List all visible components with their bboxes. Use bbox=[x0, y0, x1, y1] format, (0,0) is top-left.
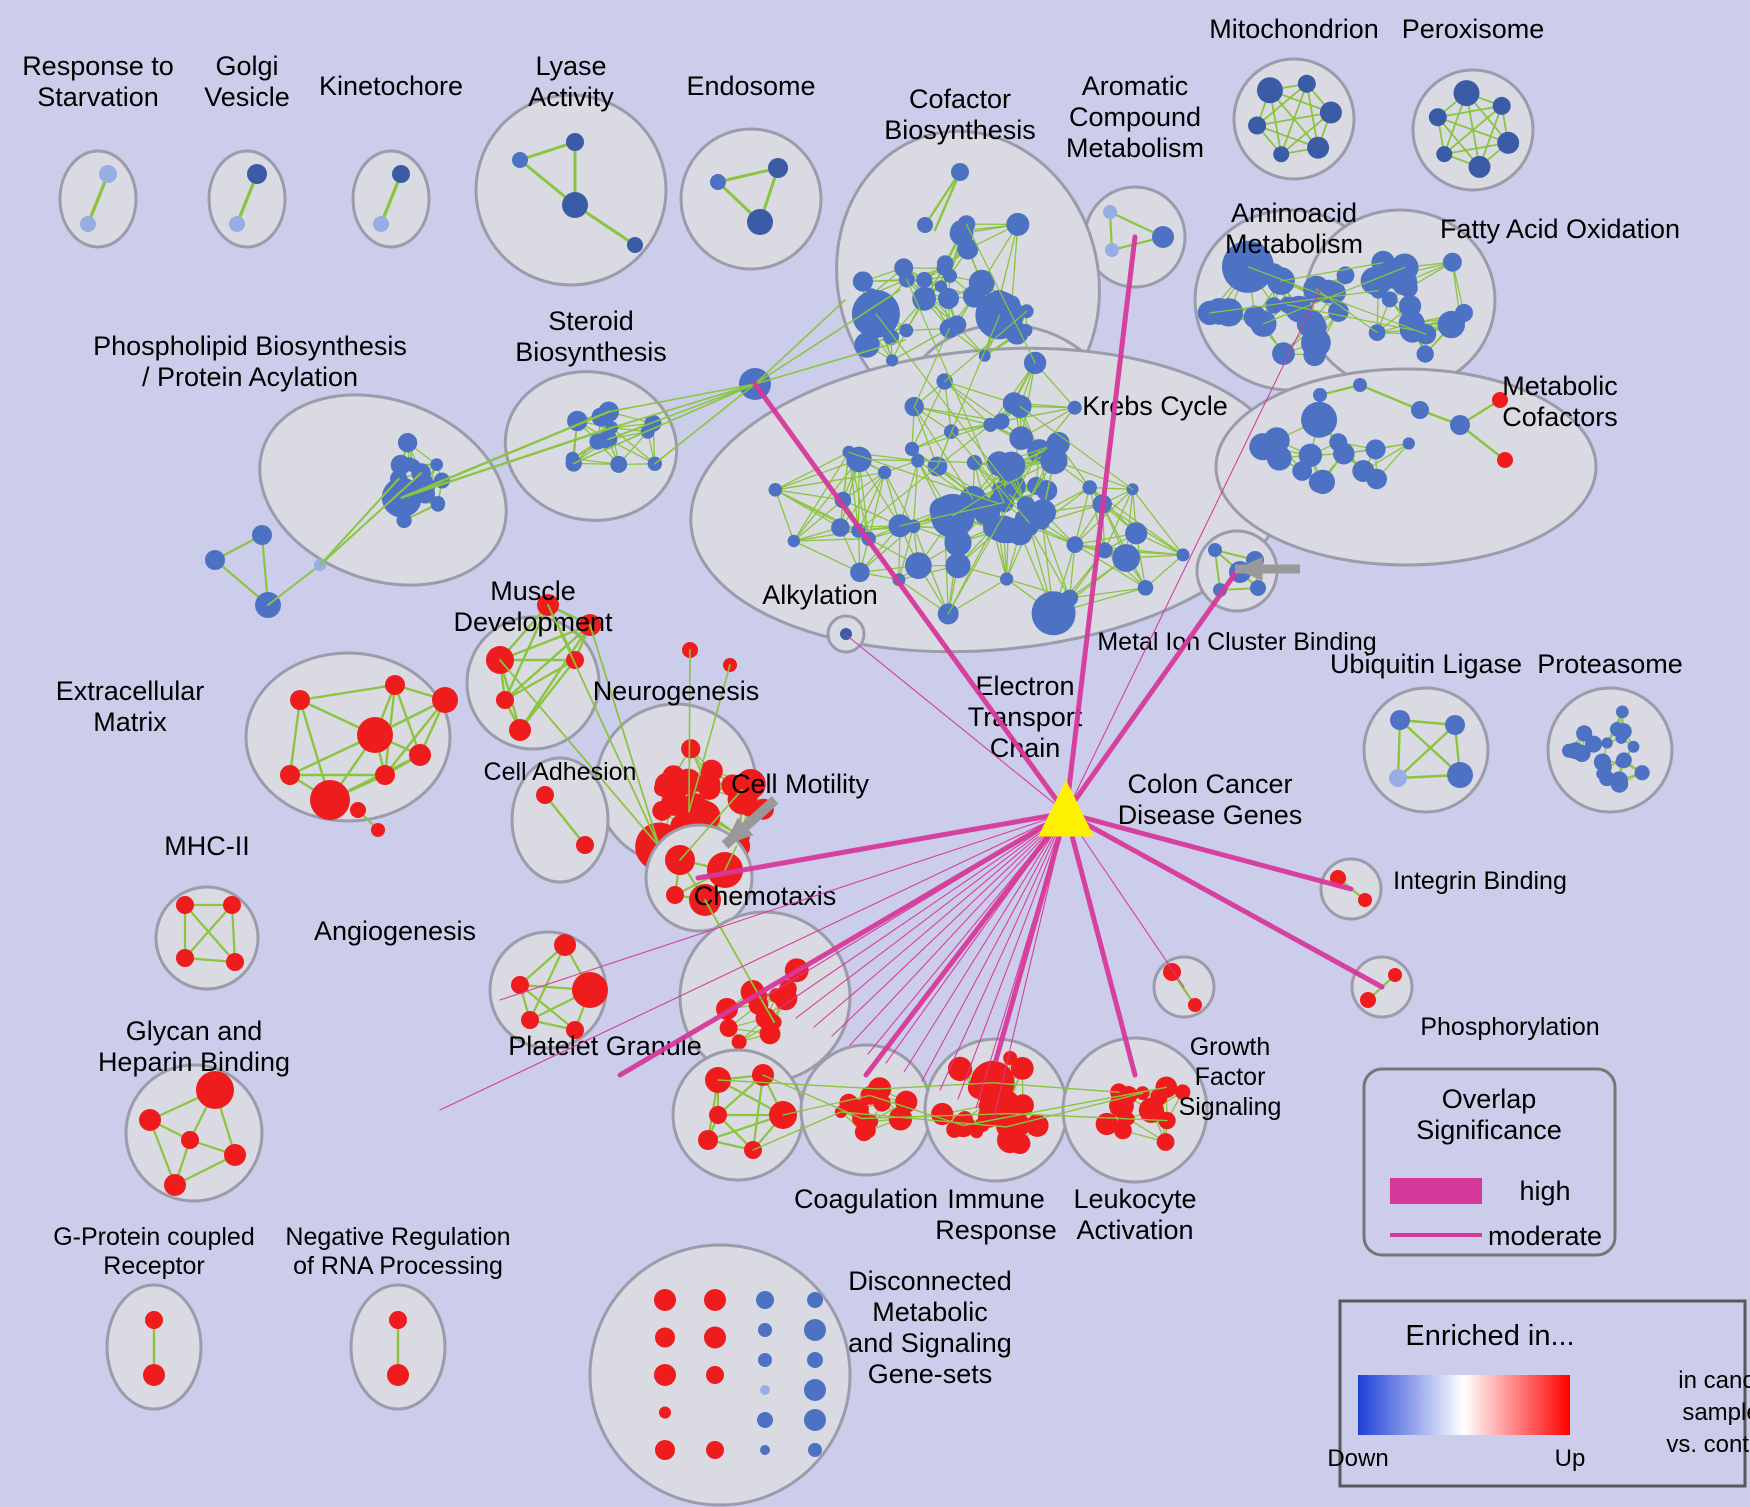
svg-text:of RNA Processing: of RNA Processing bbox=[293, 1252, 503, 1280]
svg-text:Neurogenesis: Neurogenesis bbox=[593, 676, 760, 706]
svg-text:in cancer: in cancer bbox=[1678, 1367, 1750, 1394]
svg-text:Biosynthesis: Biosynthesis bbox=[515, 337, 667, 367]
svg-text:Enriched in...: Enriched in... bbox=[1405, 1320, 1574, 1352]
svg-text:Alkylation: Alkylation bbox=[762, 580, 878, 610]
svg-text:Peroxisome: Peroxisome bbox=[1402, 14, 1545, 44]
svg-text:Metabolism: Metabolism bbox=[1066, 133, 1204, 163]
svg-text:Lyase: Lyase bbox=[535, 51, 606, 81]
svg-text:Extracellular: Extracellular bbox=[56, 676, 205, 706]
svg-text:Proteasome: Proteasome bbox=[1537, 649, 1683, 679]
svg-text:Mitochondrion: Mitochondrion bbox=[1209, 14, 1379, 44]
svg-text:Cofactor: Cofactor bbox=[909, 84, 1011, 114]
svg-text:Gene-sets: Gene-sets bbox=[868, 1359, 993, 1389]
svg-text:Activity: Activity bbox=[528, 82, 614, 112]
svg-text:Transport: Transport bbox=[968, 702, 1083, 732]
svg-text:samples: samples bbox=[1682, 1399, 1750, 1426]
svg-text:Overlap: Overlap bbox=[1442, 1084, 1537, 1114]
svg-text:Phosphorylation: Phosphorylation bbox=[1420, 1013, 1599, 1041]
svg-text:Cell Adhesion: Cell Adhesion bbox=[484, 758, 637, 786]
svg-text:Fatty Acid Oxidation: Fatty Acid Oxidation bbox=[1440, 214, 1680, 244]
svg-text:Down: Down bbox=[1327, 1445, 1388, 1472]
svg-text:Activation: Activation bbox=[1076, 1215, 1193, 1245]
svg-text:Significance: Significance bbox=[1416, 1115, 1562, 1145]
svg-text:Electron: Electron bbox=[975, 671, 1074, 701]
svg-text:Disconnected: Disconnected bbox=[848, 1266, 1012, 1296]
svg-text:Compound: Compound bbox=[1069, 102, 1201, 132]
svg-text:Metal Ion Cluster Binding: Metal Ion Cluster Binding bbox=[1097, 628, 1376, 656]
svg-text:Vesicle: Vesicle bbox=[204, 82, 290, 112]
svg-text:Steroid: Steroid bbox=[548, 306, 634, 336]
svg-text:Growth: Growth bbox=[1190, 1033, 1271, 1061]
svg-text:Biosynthesis: Biosynthesis bbox=[884, 115, 1036, 145]
svg-text:Glycan and: Glycan and bbox=[126, 1016, 263, 1046]
svg-text:Metabolic: Metabolic bbox=[872, 1297, 988, 1327]
svg-text:Matrix: Matrix bbox=[93, 707, 167, 737]
svg-text:Coagulation: Coagulation bbox=[794, 1184, 938, 1214]
svg-text:Kinetochore: Kinetochore bbox=[319, 71, 463, 101]
svg-text:and Signaling: and Signaling bbox=[848, 1328, 1012, 1358]
svg-text:Heparin Binding: Heparin Binding bbox=[98, 1047, 290, 1077]
svg-text:Starvation: Starvation bbox=[37, 82, 159, 112]
svg-text:Development: Development bbox=[453, 607, 613, 637]
svg-text:Immune: Immune bbox=[947, 1184, 1045, 1214]
svg-text:Receptor: Receptor bbox=[103, 1252, 204, 1280]
svg-text:Factor: Factor bbox=[1195, 1063, 1266, 1091]
svg-text:Cofactors: Cofactors bbox=[1502, 402, 1618, 432]
svg-text:Negative Regulation: Negative Regulation bbox=[285, 1223, 510, 1251]
svg-text:Disease Genes: Disease Genes bbox=[1118, 800, 1303, 830]
svg-text:Colon Cancer: Colon Cancer bbox=[1127, 769, 1292, 799]
svg-text:Integrin Binding: Integrin Binding bbox=[1393, 867, 1567, 895]
svg-text:/ Protein Acylation: / Protein Acylation bbox=[142, 362, 358, 392]
svg-text:Response: Response bbox=[935, 1215, 1057, 1245]
svg-text:Krebs Cycle: Krebs Cycle bbox=[1082, 391, 1228, 421]
svg-text:Endosome: Endosome bbox=[686, 71, 815, 101]
svg-text:Cell Motility: Cell Motility bbox=[731, 769, 870, 799]
svg-text:Muscle: Muscle bbox=[490, 576, 576, 606]
svg-text:Response to: Response to bbox=[22, 51, 174, 81]
svg-text:Metabolism: Metabolism bbox=[1225, 229, 1363, 259]
svg-text:Up: Up bbox=[1555, 1445, 1586, 1472]
svg-text:G-Protein coupled: G-Protein coupled bbox=[53, 1223, 255, 1251]
svg-text:Angiogenesis: Angiogenesis bbox=[314, 916, 476, 946]
svg-text:high: high bbox=[1519, 1176, 1570, 1206]
svg-text:Metabolic: Metabolic bbox=[1502, 371, 1618, 401]
svg-text:Leukocyte: Leukocyte bbox=[1073, 1184, 1196, 1214]
svg-text:MHC-II: MHC-II bbox=[164, 831, 249, 861]
svg-text:moderate: moderate bbox=[1488, 1221, 1602, 1251]
svg-text:vs. controls: vs. controls bbox=[1666, 1431, 1750, 1458]
svg-text:Signaling: Signaling bbox=[1179, 1093, 1282, 1121]
svg-text:Phospholipid Biosynthesis: Phospholipid Biosynthesis bbox=[93, 331, 407, 361]
svg-text:Aromatic: Aromatic bbox=[1082, 71, 1189, 101]
svg-text:Aminoacid: Aminoacid bbox=[1231, 198, 1357, 228]
svg-text:Golgi: Golgi bbox=[215, 51, 278, 81]
